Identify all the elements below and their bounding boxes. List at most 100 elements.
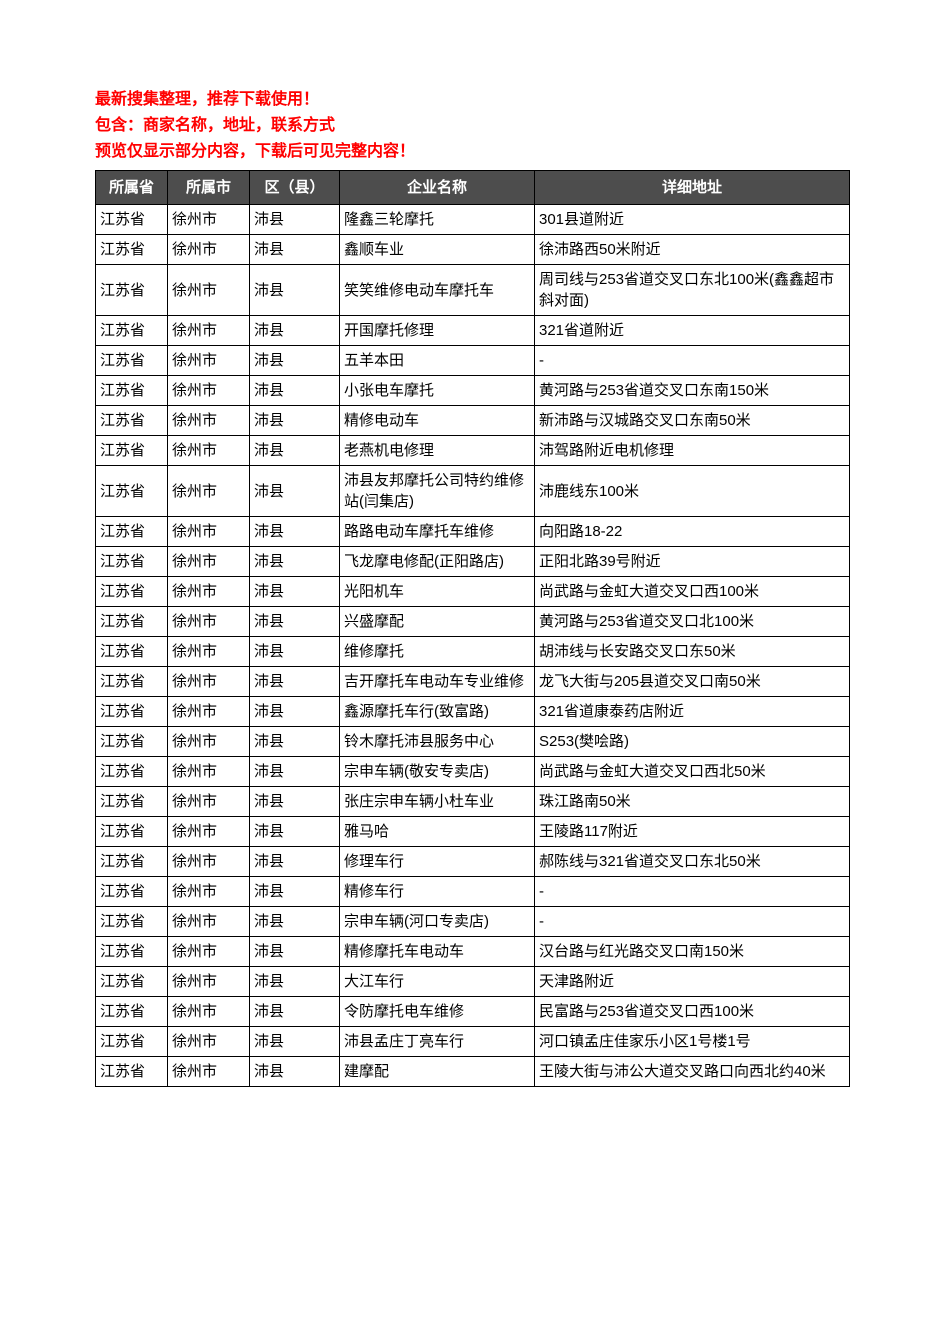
- table-cell: 大江车行: [340, 967, 535, 997]
- table-cell: 江苏省: [96, 436, 168, 466]
- table-cell: -: [535, 907, 850, 937]
- table-cell: 江苏省: [96, 757, 168, 787]
- table-cell: 铃木摩托沛县服务中心: [340, 727, 535, 757]
- table-cell: 精修摩托车电动车: [340, 937, 535, 967]
- table-cell: 沛县: [250, 577, 340, 607]
- table-cell: 老燕机电修理: [340, 436, 535, 466]
- table-cell: 黄河路与253省道交叉口东南150米: [535, 376, 850, 406]
- intro-block: 最新搜集整理，推荐下载使用！ 包含：商家名称，地址，联系方式 预览仅显示部分内容…: [95, 88, 850, 164]
- table-cell: 江苏省: [96, 637, 168, 667]
- table-cell: 徐州市: [168, 547, 250, 577]
- table-cell: 沛县: [250, 757, 340, 787]
- table-cell: 徐州市: [168, 265, 250, 316]
- table-body: 江苏省徐州市沛县隆鑫三轮摩托301县道附近江苏省徐州市沛县鑫顺车业徐沛路西50米…: [96, 205, 850, 1087]
- table-cell: 沛县: [250, 346, 340, 376]
- table-row: 江苏省徐州市沛县宗申车辆(河口专卖店)-: [96, 907, 850, 937]
- table-cell: 徐州市: [168, 847, 250, 877]
- table-cell: 沛县: [250, 466, 340, 517]
- col-address: 详细地址: [535, 171, 850, 205]
- table-row: 江苏省徐州市沛县令防摩托电车维修民富路与253省道交叉口西100米: [96, 997, 850, 1027]
- business-table: 所属省 所属市 区（县） 企业名称 详细地址 江苏省徐州市沛县隆鑫三轮摩托301…: [95, 170, 850, 1087]
- table-cell: 新沛路与汉城路交叉口东南50米: [535, 406, 850, 436]
- table-cell: 徐州市: [168, 967, 250, 997]
- table-cell: 吉开摩托车电动车专业维修: [340, 667, 535, 697]
- table-cell: 江苏省: [96, 877, 168, 907]
- intro-line-1: 最新搜集整理，推荐下载使用！: [95, 88, 850, 112]
- table-cell: 沛县: [250, 1027, 340, 1057]
- table-cell: 郝陈线与321省道交叉口东北50米: [535, 847, 850, 877]
- table-cell: 沛县: [250, 697, 340, 727]
- table-cell: -: [535, 877, 850, 907]
- table-cell: 徐州市: [168, 577, 250, 607]
- table-cell: 徐州市: [168, 757, 250, 787]
- table-cell: 王陵路117附近: [535, 817, 850, 847]
- table-cell: 江苏省: [96, 907, 168, 937]
- table-row: 江苏省徐州市沛县笑笑维修电动车摩托车周司线与253省道交叉口东北100米(鑫鑫超…: [96, 265, 850, 316]
- table-cell: 黄河路与253省道交叉口北100米: [535, 607, 850, 637]
- table-cell: 宗申车辆(敬安专卖店): [340, 757, 535, 787]
- table-cell: 路路电动车摩托车维修: [340, 517, 535, 547]
- table-row: 江苏省徐州市沛县精修车行-: [96, 877, 850, 907]
- table-row: 江苏省徐州市沛县兴盛摩配黄河路与253省道交叉口北100米: [96, 607, 850, 637]
- table-cell: 沛县: [250, 607, 340, 637]
- table-cell: 小张电车摩托: [340, 376, 535, 406]
- table-cell: 沛县: [250, 1057, 340, 1087]
- table-cell: S253(樊哙路): [535, 727, 850, 757]
- table-cell: 徐州市: [168, 346, 250, 376]
- table-cell: 徐州市: [168, 907, 250, 937]
- table-cell: 江苏省: [96, 577, 168, 607]
- table-cell: 徐州市: [168, 697, 250, 727]
- table-row: 江苏省徐州市沛县开国摩托修理321省道附近: [96, 316, 850, 346]
- table-cell: 徐州市: [168, 235, 250, 265]
- table-cell: 徐州市: [168, 406, 250, 436]
- table-cell: 汉台路与红光路交叉口南150米: [535, 937, 850, 967]
- table-cell: 尚武路与金虹大道交叉口西北50米: [535, 757, 850, 787]
- table-cell: 兴盛摩配: [340, 607, 535, 637]
- table-row: 江苏省徐州市沛县飞龙摩电修配(正阳路店)正阳北路39号附近: [96, 547, 850, 577]
- table-row: 江苏省徐州市沛县老燕机电修理沛驾路附近电机修理: [96, 436, 850, 466]
- table-cell: 建摩配: [340, 1057, 535, 1087]
- table-cell: 沛县: [250, 877, 340, 907]
- table-row: 江苏省徐州市沛县大江车行天津路附近: [96, 967, 850, 997]
- table-row: 江苏省徐州市沛县路路电动车摩托车维修向阳路18-22: [96, 517, 850, 547]
- table-cell: 321省道康泰药店附近: [535, 697, 850, 727]
- table-row: 江苏省徐州市沛县宗申车辆(敬安专卖店)尚武路与金虹大道交叉口西北50米: [96, 757, 850, 787]
- table-row: 江苏省徐州市沛县鑫源摩托车行(致富路)321省道康泰药店附近: [96, 697, 850, 727]
- table-cell: 河口镇孟庄佳家乐小区1号楼1号: [535, 1027, 850, 1057]
- table-row: 江苏省徐州市沛县五羊本田-: [96, 346, 850, 376]
- table-cell: 精修车行: [340, 877, 535, 907]
- table-cell: 徐州市: [168, 316, 250, 346]
- table-cell: 沛县: [250, 637, 340, 667]
- table-row: 江苏省徐州市沛县小张电车摩托黄河路与253省道交叉口东南150米: [96, 376, 850, 406]
- table-cell: 江苏省: [96, 316, 168, 346]
- table-cell: 沛县: [250, 436, 340, 466]
- table-cell: 江苏省: [96, 847, 168, 877]
- table-row: 江苏省徐州市沛县隆鑫三轮摩托301县道附近: [96, 205, 850, 235]
- table-cell: 沛县: [250, 667, 340, 697]
- table-cell: 江苏省: [96, 607, 168, 637]
- table-cell: 笑笑维修电动车摩托车: [340, 265, 535, 316]
- table-cell: 徐州市: [168, 667, 250, 697]
- table-cell: 王陵大街与沛公大道交叉路口向西北约40米: [535, 1057, 850, 1087]
- table-row: 江苏省徐州市沛县光阳机车尚武路与金虹大道交叉口西100米: [96, 577, 850, 607]
- table-cell: 隆鑫三轮摩托: [340, 205, 535, 235]
- table-cell: 徐州市: [168, 937, 250, 967]
- table-cell: 雅马哈: [340, 817, 535, 847]
- table-cell: 龙飞大街与205县道交叉口南50米: [535, 667, 850, 697]
- table-row: 江苏省徐州市沛县鑫顺车业徐沛路西50米附近: [96, 235, 850, 265]
- table-cell: 徐州市: [168, 637, 250, 667]
- table-cell: 沛县: [250, 997, 340, 1027]
- table-cell: 徐州市: [168, 1057, 250, 1087]
- table-cell: 徐州市: [168, 466, 250, 517]
- table-cell: 徐州市: [168, 436, 250, 466]
- table-cell: 徐州市: [168, 787, 250, 817]
- table-cell: 江苏省: [96, 937, 168, 967]
- table-cell: 尚武路与金虹大道交叉口西100米: [535, 577, 850, 607]
- table-cell: 江苏省: [96, 265, 168, 316]
- table-cell: 沛县: [250, 907, 340, 937]
- table-cell: 沛县: [250, 406, 340, 436]
- table-cell: 正阳北路39号附近: [535, 547, 850, 577]
- table-cell: 光阳机车: [340, 577, 535, 607]
- table-cell: 徐州市: [168, 607, 250, 637]
- table-cell: 沛县: [250, 937, 340, 967]
